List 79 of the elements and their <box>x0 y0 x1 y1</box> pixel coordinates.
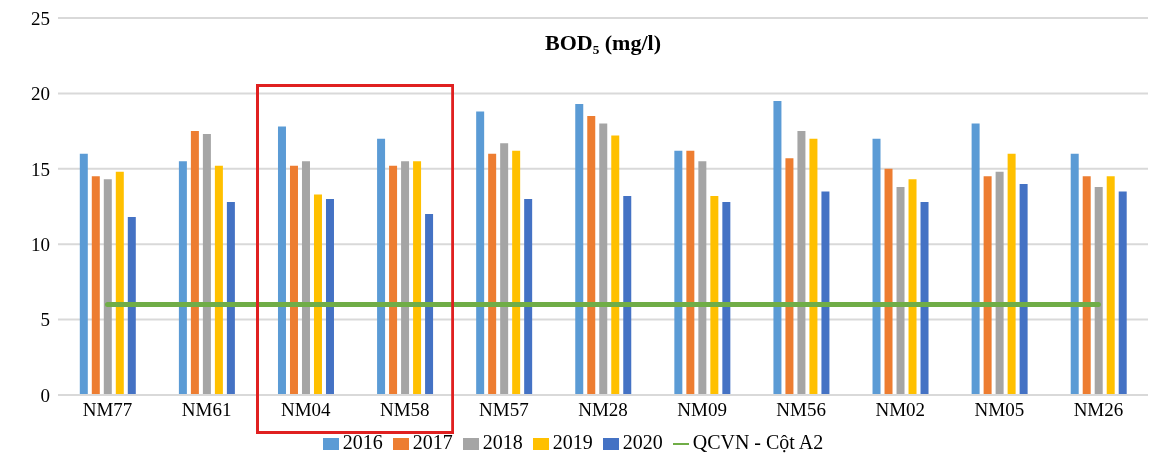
bar <box>289 165 298 395</box>
y-tick-label: 10 <box>31 233 50 255</box>
bar <box>872 138 881 395</box>
bar <box>1106 176 1115 395</box>
bar <box>313 194 322 395</box>
bar <box>587 116 596 395</box>
legend-label: 2020 <box>622 431 663 453</box>
bar <box>908 179 917 395</box>
bar <box>1019 183 1028 395</box>
legend-label: 2016 <box>342 431 383 453</box>
y-tick-label: 25 <box>31 7 50 29</box>
y-tick-label: 15 <box>31 158 50 180</box>
bar <box>401 161 410 395</box>
x-tick-label: NM05 <box>974 399 1025 421</box>
x-tick-label: NM58 <box>380 399 430 421</box>
bar <box>91 176 100 395</box>
bar <box>226 201 235 395</box>
bar <box>686 150 695 395</box>
x-tick-label: NM28 <box>578 399 628 421</box>
bar <box>524 198 533 395</box>
bar <box>623 195 632 395</box>
bar <box>1082 176 1091 395</box>
bar <box>1118 191 1127 395</box>
bar <box>377 138 386 395</box>
bar <box>277 126 286 395</box>
x-tick-label: NM57 <box>479 399 529 421</box>
bar <box>127 217 136 395</box>
bar <box>722 201 731 395</box>
bar <box>773 100 782 395</box>
bar <box>983 176 992 395</box>
bar <box>920 201 929 395</box>
bar <box>821 191 830 395</box>
bar <box>599 123 608 395</box>
bar <box>611 135 620 395</box>
text: BOD₅ (mg/l) <box>544 30 662 56</box>
y-tick-label: 0 <box>40 384 50 406</box>
bar <box>476 111 485 395</box>
bar <box>103 179 112 395</box>
bar <box>710 195 719 395</box>
legend-label: 2019 <box>552 431 593 453</box>
x-tick-label: NM26 <box>1073 399 1124 421</box>
bar <box>698 161 707 395</box>
y-tick-label: 5 <box>40 309 50 331</box>
x-tick-label: NM04 <box>280 399 332 421</box>
bar <box>1094 186 1103 395</box>
bar <box>115 171 124 395</box>
bar <box>301 161 310 395</box>
bar <box>884 168 893 395</box>
bar <box>413 161 422 395</box>
x-tick-label: NM56 <box>776 399 826 421</box>
bar <box>500 143 509 395</box>
bar <box>190 131 199 395</box>
bar <box>325 198 334 395</box>
bar <box>512 150 521 395</box>
bar <box>214 165 223 395</box>
x-tick-label: NM77 <box>82 399 133 421</box>
bar <box>79 153 88 395</box>
bar <box>575 103 584 395</box>
bar <box>797 131 806 395</box>
y-tick-label: 20 <box>31 83 50 105</box>
bar <box>809 138 818 395</box>
bar <box>202 134 211 395</box>
bar <box>1070 153 1079 395</box>
legend-label: 2017 <box>412 431 453 453</box>
bar <box>785 158 794 395</box>
x-tick-label: NM02 <box>875 399 926 421</box>
bar <box>971 123 980 395</box>
bar <box>674 150 683 395</box>
bar <box>425 214 434 395</box>
bar <box>178 161 187 395</box>
bar <box>389 165 398 395</box>
bar <box>896 186 905 395</box>
legend-label: QCVN - Cột A2 <box>692 431 824 453</box>
x-tick-label: NM61 <box>181 399 232 421</box>
bar <box>995 171 1004 395</box>
legend-label: 2018 <box>482 431 523 453</box>
bar <box>1007 153 1016 395</box>
bar <box>488 153 497 395</box>
x-tick-label: NM09 <box>677 399 727 421</box>
